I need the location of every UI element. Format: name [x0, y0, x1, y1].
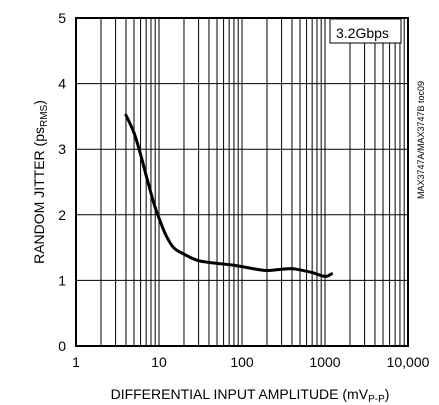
x-tick-label: 10	[151, 354, 167, 370]
side-note: MAX3747A/MAX3747B toc09	[416, 81, 426, 199]
y-tick-label: 2	[58, 207, 66, 223]
x-tick-label: 100	[230, 354, 254, 370]
x-tick-labels: 1 10 100 1000 10,000	[72, 354, 430, 370]
x-tick-label: 10,000	[387, 354, 430, 370]
y-tick-label: 3	[58, 141, 66, 157]
x-tick-label: 1000	[309, 354, 340, 370]
legend-box	[329, 18, 402, 44]
y-tick-label: 4	[58, 76, 66, 92]
y-tick-label: 1	[58, 272, 66, 288]
x-axis-title: DIFFERENTIAL INPUT AMPLITUDE (mVP-P)	[111, 386, 390, 405]
y-axis-title: RANDOM JITTER (psRMS)	[31, 100, 50, 264]
y-tick-labels: 0 1 2 3 4 5	[58, 10, 66, 354]
y-tick-label: 0	[58, 338, 66, 354]
legend-label: 3.2Gbps	[336, 25, 389, 41]
series-lines	[124, 113, 334, 278]
y-tick-label: 5	[58, 10, 66, 26]
plot-frame	[75, 17, 409, 347]
x-tick-label: 1	[72, 354, 80, 370]
grid-lines	[76, 18, 408, 346]
series-line-3.2gbps	[124, 113, 334, 278]
legend: 3.2Gbps	[329, 18, 402, 44]
